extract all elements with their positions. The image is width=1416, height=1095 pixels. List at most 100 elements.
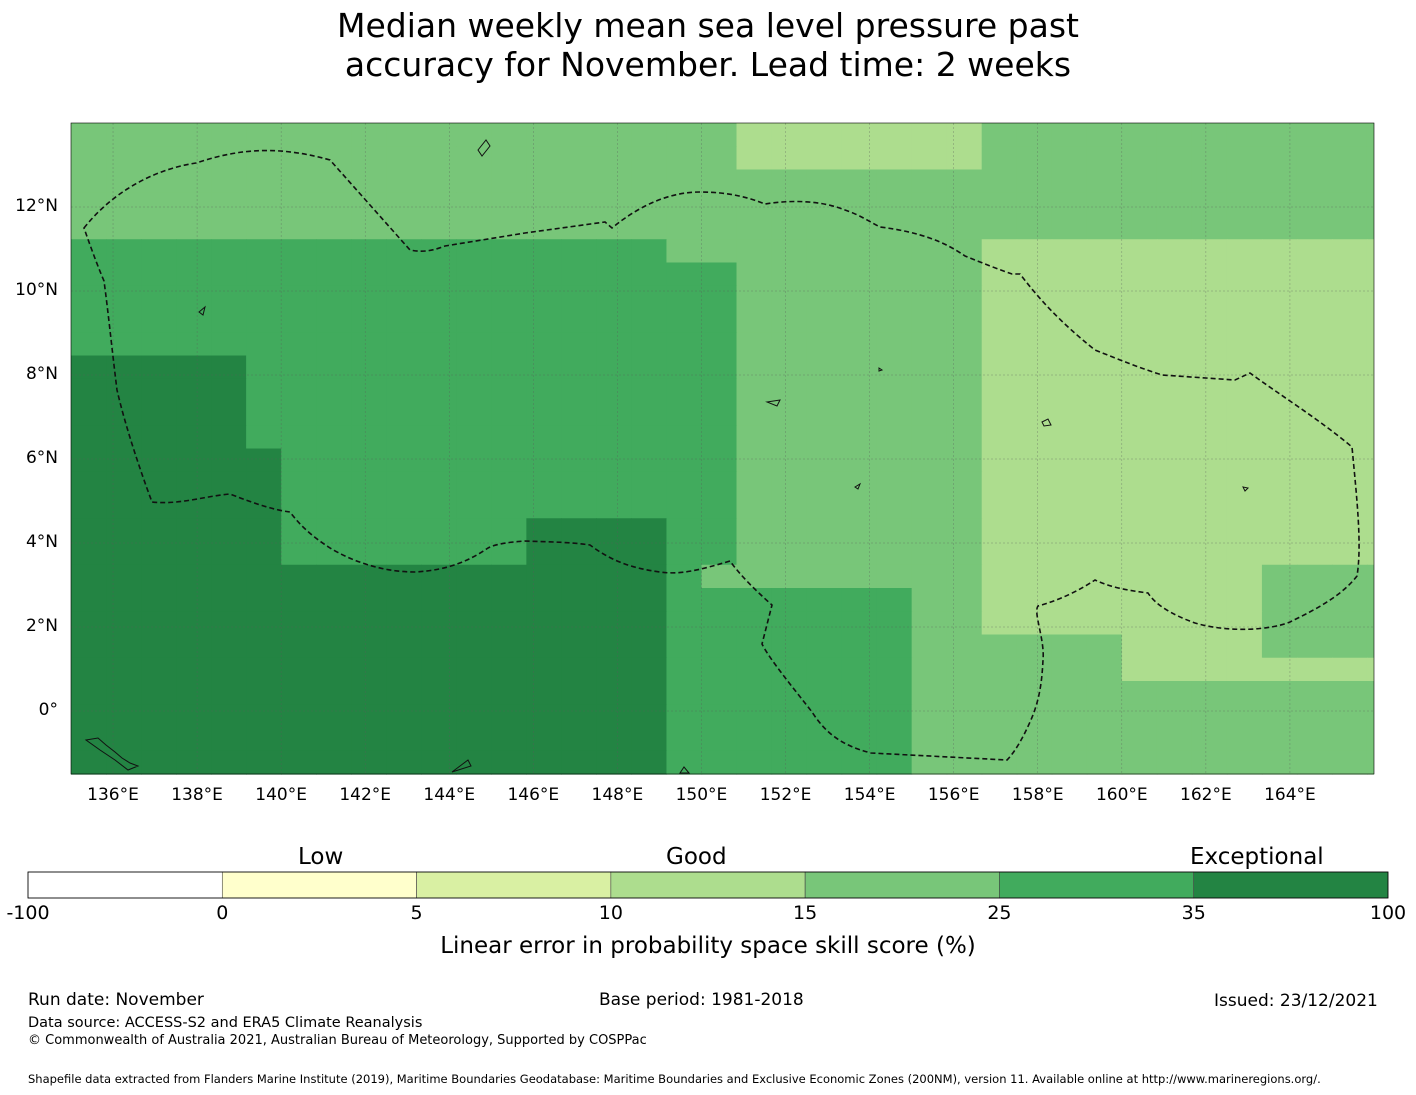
skill-cell xyxy=(596,495,633,519)
skill-cell xyxy=(911,355,948,380)
y-tick-label: 8°N xyxy=(25,364,58,384)
skill-cell xyxy=(1226,216,1263,240)
skill-cell xyxy=(981,355,1018,380)
skill-cell xyxy=(1051,495,1088,519)
skill-cell xyxy=(1051,146,1088,171)
skill-cell xyxy=(1121,727,1158,752)
skill-cell xyxy=(456,285,492,310)
skill-cell xyxy=(246,564,282,589)
skill-cell xyxy=(1156,309,1193,333)
colorbar-tick-label: 15 xyxy=(793,902,818,924)
skill-cell xyxy=(841,169,878,194)
skill-cell xyxy=(316,448,352,473)
skill-cell xyxy=(1156,332,1193,357)
skill-cell xyxy=(456,146,492,171)
skill-cell xyxy=(736,378,773,403)
skill-cell xyxy=(456,541,492,566)
skill-cell xyxy=(806,378,843,403)
skill-cell xyxy=(666,262,703,287)
skill-cell xyxy=(1156,704,1193,729)
skill-cell xyxy=(1226,192,1263,217)
skill-cell xyxy=(211,564,247,589)
colorbar-swatch xyxy=(416,871,612,899)
skill-cell xyxy=(351,332,387,357)
colorbar-tick-label: -100 xyxy=(6,902,50,924)
skill-cell xyxy=(596,216,633,240)
skill-cell xyxy=(876,146,913,171)
skill-cell xyxy=(876,309,913,333)
skill-cell xyxy=(596,750,633,775)
skill-cell xyxy=(281,169,317,194)
skill-cell xyxy=(491,285,527,310)
skill-cell xyxy=(246,355,282,380)
skill-cell xyxy=(526,123,562,147)
skill-cell xyxy=(71,541,107,566)
skill-cell xyxy=(386,332,422,357)
skill-cell xyxy=(1191,681,1228,705)
skill-cell xyxy=(1191,634,1228,659)
skill-cell xyxy=(596,239,633,264)
skill-cell xyxy=(1331,495,1368,519)
skill-cell xyxy=(596,471,633,496)
skill-cell xyxy=(911,471,948,496)
skill-cell xyxy=(281,727,317,752)
skill-cell xyxy=(1331,239,1368,264)
skill-cell xyxy=(526,681,562,705)
skill-cell xyxy=(771,471,808,496)
skill-cell xyxy=(736,564,773,589)
skill-cell xyxy=(1121,564,1158,589)
skill-cell xyxy=(106,704,142,729)
skill-cell xyxy=(1226,332,1263,357)
skill-cell xyxy=(631,634,668,659)
skill-cell xyxy=(1086,681,1123,705)
skill-cell xyxy=(981,564,1018,589)
run-date: Run date: November xyxy=(28,990,204,1010)
skill-cell xyxy=(911,727,948,752)
skill-cell xyxy=(1226,750,1263,775)
skill-cell xyxy=(1016,541,1053,566)
skill-cell xyxy=(981,332,1018,357)
skill-cell xyxy=(176,704,212,729)
skill-cell xyxy=(316,216,352,240)
skill-cell xyxy=(1366,262,1374,287)
skill-cell xyxy=(736,634,773,659)
skill-cell xyxy=(1261,146,1298,171)
skill-cell xyxy=(1156,657,1193,682)
skill-cell xyxy=(1296,146,1333,171)
skill-cell xyxy=(1086,285,1123,310)
skill-cell xyxy=(1331,471,1368,496)
skill-cell xyxy=(701,192,738,217)
skill-cell xyxy=(806,332,843,357)
skill-cell xyxy=(71,192,107,217)
skill-cell xyxy=(561,309,598,333)
skill-cell xyxy=(106,657,142,682)
skill-cell xyxy=(771,681,808,705)
skill-cell xyxy=(841,727,878,752)
skill-cell xyxy=(281,239,317,264)
skill-cell xyxy=(246,750,282,775)
skill-cell xyxy=(911,239,948,264)
skill-cell xyxy=(1156,681,1193,705)
skill-cell xyxy=(1086,216,1123,240)
skill-cell xyxy=(911,425,948,450)
title-line-2: accuracy for November. Lead time: 2 week… xyxy=(344,45,1072,84)
skill-cell xyxy=(71,425,107,450)
skill-cell xyxy=(211,634,247,659)
skill-cell xyxy=(491,309,527,333)
skill-cell xyxy=(211,657,247,682)
skill-cell xyxy=(1156,564,1193,589)
skill-cell xyxy=(561,216,598,240)
skill-cell xyxy=(316,611,352,636)
skill-cell xyxy=(526,378,562,403)
skill-cell xyxy=(1191,309,1228,333)
skill-cell xyxy=(1086,309,1123,333)
skill-cell xyxy=(561,285,598,310)
skill-cell xyxy=(631,611,668,636)
skill-cell xyxy=(666,634,703,659)
skill-cell xyxy=(1156,262,1193,287)
skill-cell xyxy=(841,192,878,217)
skill-cell xyxy=(316,192,352,217)
skill-cell xyxy=(176,378,212,403)
skill-cell xyxy=(841,750,878,775)
skill-cell xyxy=(666,425,703,450)
